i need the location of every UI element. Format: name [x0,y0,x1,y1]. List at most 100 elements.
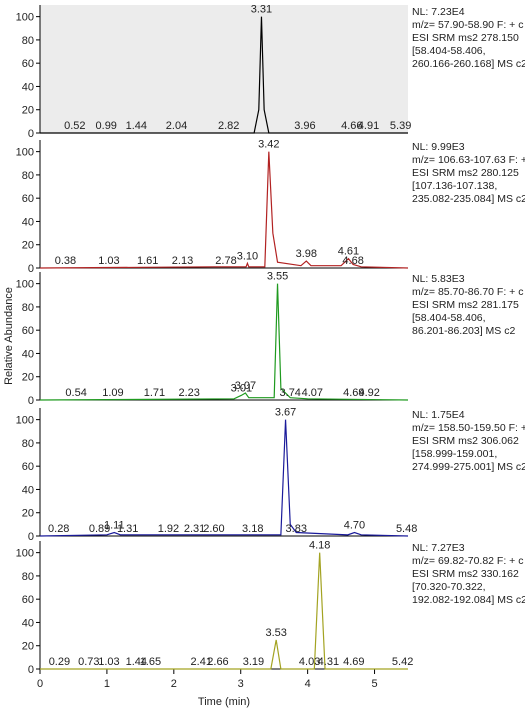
x-tick-label: 4 [305,678,311,690]
trace [39,151,409,269]
peak-label: 3.55 [267,271,288,283]
trace-info: 274.999-275.001] MS c2 [412,461,525,473]
y-tick-label: 100 [16,12,34,24]
trace-info: m/z= 158.50-159.50 F: + c [412,422,525,434]
peak-label: 1.92 [158,523,179,535]
trace-info: NL: 9.99E3 [412,141,465,153]
peak-label: 1.44 [126,120,147,132]
peak-label: 4.70 [344,520,365,532]
trace [40,16,408,134]
trace-info: m/z= 57.90-58.90 F: + c [412,19,523,31]
peak-label: 5.48 [396,523,417,535]
y-tick-label: 80 [22,438,34,450]
peak-label: 4.66 [341,120,362,132]
trace-info: [70.320-70.322, [412,581,486,593]
peak-label: 3.83 [286,523,307,535]
peak-label: 2.41 [191,656,212,668]
peak-label: 0.52 [64,120,85,132]
peak-label: 4.07 [302,387,323,399]
trace-info: NL: 7.23E4 [412,6,465,18]
trace-info: ESI SRM ms2 278.150 [412,32,519,44]
y-tick-label: 40 [22,617,34,629]
y-tick-label: 40 [22,348,34,360]
peak-label: 4.18 [309,540,330,552]
trace-info: 86.201-86.203] MS c2 [412,325,515,337]
y-tick-label: 0 [28,128,34,140]
peak-label: 4.03 [299,656,320,668]
peak-label: 4.69 [343,656,364,668]
x-tick-label: 3 [238,678,244,690]
peak-label: 5.39 [390,120,411,132]
peak-label: 2.78 [215,255,236,267]
peak-label: 1.71 [144,387,165,399]
y-tick-label: 20 [22,508,34,520]
peak-label: 1.03 [98,255,119,267]
peak-label: 3.42 [258,139,279,151]
peak-label: 3.31 [251,4,272,16]
peak-label: 1.03 [98,656,119,668]
trace-info: [158.999-159.001, [412,448,497,460]
trace-info: 192.082-192.084] MS c2 [412,594,525,606]
y-tick-label: 0 [28,531,34,543]
trace [39,419,409,537]
y-tick-label: 80 [22,35,34,47]
trace [39,283,409,401]
peak-label: 0.38 [55,255,76,267]
peak-label: 1.11 [104,520,125,532]
y-tick-label: 0 [28,395,34,407]
peak-label: 0.28 [48,523,69,535]
y-tick-label: 0 [28,664,34,676]
peak-label: 4.31 [318,656,339,668]
trace-info: [58.404-58.406, [412,312,486,324]
peak-label: 3.01 [231,382,252,394]
y-tick-label: 20 [22,372,34,384]
peak-label: 2.66 [207,656,228,668]
trace-info: ESI SRM ms2 280.125 [412,167,519,179]
peak-label: 3.96 [294,120,315,132]
y-axis-label: Relative Abundance [3,287,15,385]
peak-label: 0.89 [89,523,110,535]
peak-label: 4.69 [343,387,364,399]
trace-info: 235.082-235.084] MS c2 [412,193,525,205]
peak-label: 4.92 [358,387,379,399]
trace-info: ESI SRM ms2 330.162 [412,568,519,580]
y-tick-label: 100 [16,279,34,291]
y-tick-label: 40 [22,81,34,93]
trace-info: [58.404-58.406, [412,45,486,57]
trace-info: m/z= 85.70-86.70 F: + c [412,286,523,298]
y-tick-label: 20 [22,240,34,252]
peak-label: 1.61 [137,255,158,267]
y-tick-label: 80 [22,170,34,182]
trace-info: m/z= 106.63-107.63 F: + c [412,154,525,166]
peak-label: 1.44 [126,656,147,668]
y-tick-label: 80 [22,571,34,583]
trace-info: NL: 5.83E3 [412,273,465,285]
peak-label: 1.09 [102,387,123,399]
x-tick-label: 5 [371,678,377,690]
peak-label: 3.07 [235,380,256,392]
y-tick-label: 60 [22,594,34,606]
y-tick-label: 0 [28,263,34,275]
peak-label: 0.54 [65,387,86,399]
trace [40,552,408,670]
y-tick-label: 40 [22,484,34,496]
peak-label: 2.23 [178,387,199,399]
peak-label: 2.13 [172,255,193,267]
peak-label: 4.61 [338,246,359,258]
y-tick-label: 60 [22,461,34,473]
y-tick-label: 60 [22,58,34,70]
trace-info: 260.166-260.168] MS c2 [412,58,525,70]
y-tick-label: 40 [22,216,34,228]
plot-background [40,5,408,133]
y-tick-label: 80 [22,302,34,314]
y-tick-label: 20 [22,641,34,653]
peak-label: 2.04 [166,120,187,132]
peak-label: 1.31 [117,523,138,535]
peak-label: 0.73 [78,656,99,668]
trace-info: NL: 7.27E3 [412,542,465,554]
x-tick-label: 1 [104,678,110,690]
y-tick-label: 100 [16,415,34,427]
peak-label: 3.53 [265,627,286,639]
x-tick-label: 2 [171,678,177,690]
